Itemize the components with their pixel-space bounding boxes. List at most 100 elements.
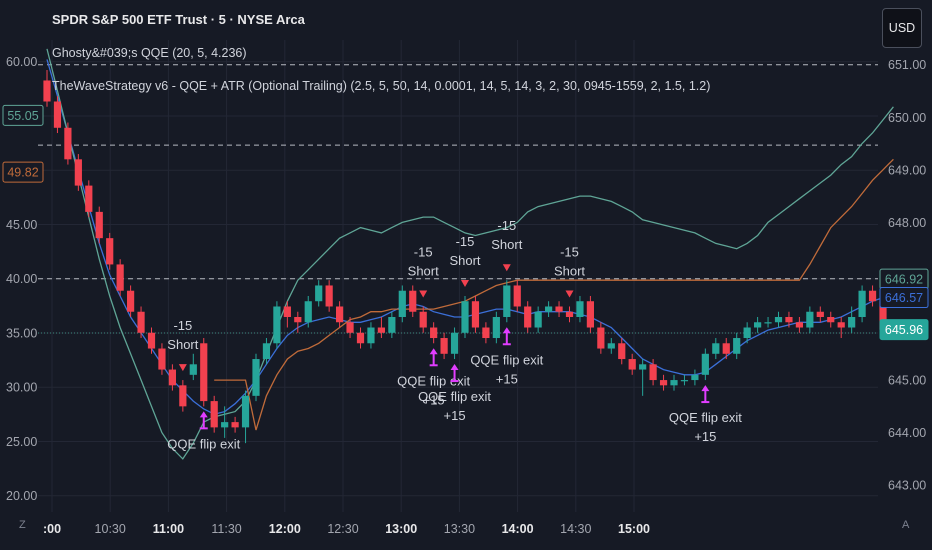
- timezone-icon[interactable]: Z: [19, 519, 26, 531]
- time-tick-label: 14:30: [560, 522, 591, 536]
- candle-down: [659, 380, 668, 386]
- candle-down: [158, 348, 166, 370]
- candle-up: [774, 316, 783, 323]
- candle-down: [586, 301, 594, 328]
- right-price-badge-box: [879, 287, 929, 309]
- indicator-strategy-legend[interactable]: TheWaveStrategy v6 - QQE + ATR (Optional…: [52, 79, 711, 93]
- exit-marker-icon: [502, 327, 511, 334]
- short-label: -15: [456, 234, 475, 249]
- axis-labels: :00 10:30 11:00 11:30 12:00 12:30 13:00 13:30 14…: [6, 55, 926, 536]
- candle-up: [576, 301, 584, 317]
- candle-up: [701, 353, 709, 375]
- short-label: Short: [491, 237, 522, 252]
- left-axis-tick-label: 60.00: [6, 55, 37, 69]
- candle-down: [795, 322, 803, 328]
- candle-up: [241, 395, 250, 428]
- candle-up: [315, 285, 323, 302]
- right-axis-tick-label: 648.00: [888, 216, 926, 230]
- candle-up: [848, 316, 856, 328]
- candle-down: [127, 290, 135, 312]
- candle-down: [565, 311, 574, 317]
- candle-up: [262, 343, 271, 360]
- candle-down: [336, 306, 344, 323]
- time-tick-label: 15:00: [618, 522, 650, 536]
- candle-down: [555, 306, 563, 312]
- currency-button[interactable]: USD: [882, 8, 922, 48]
- candle-up: [858, 290, 866, 317]
- candle-down: [837, 322, 845, 328]
- indicator-qqe-legend[interactable]: Ghosty&#039;s QQE (20, 5, 4.236): [52, 46, 247, 60]
- left-axis-tick-label: 25.00: [6, 435, 37, 449]
- candle-up: [398, 290, 406, 317]
- candle-up: [607, 343, 615, 349]
- candle-down: [95, 211, 103, 239]
- candle-up: [189, 364, 197, 375]
- candle-up: [670, 380, 678, 386]
- left-price-badge-box: [2, 161, 44, 183]
- right-axis-tick-label: 651.00: [888, 58, 926, 72]
- candle-up: [680, 380, 689, 382]
- candle-up: [691, 374, 699, 381]
- candle-down: [179, 385, 187, 407]
- candle-down: [43, 80, 51, 102]
- time-tick-label: 10:30: [95, 522, 126, 536]
- left-axis-tick-label: 40.00: [6, 272, 37, 286]
- exit-label: QQE flip exit: [397, 373, 470, 388]
- candle-down: [524, 306, 532, 328]
- short-label: -15: [414, 244, 433, 259]
- candle-up: [492, 316, 500, 339]
- trailing-stop-line: [214, 158, 894, 431]
- candle-up: [733, 338, 741, 354]
- short-marker-icon: [461, 279, 469, 287]
- exit-label: QQE flip exit: [418, 389, 491, 404]
- candle-down: [325, 285, 333, 307]
- short-marker-icon: [419, 290, 428, 298]
- candle-down: [868, 290, 877, 302]
- auto-scale-icon[interactable]: A: [902, 519, 910, 531]
- candle-down: [377, 327, 385, 333]
- exit-label: QQE flip exit: [470, 352, 543, 367]
- short-label: Short: [554, 263, 585, 278]
- right-axis-tick-label: 645.00: [888, 374, 926, 388]
- candle-down: [827, 316, 835, 323]
- left-axis-tick-label: 20.00: [6, 489, 37, 503]
- candle-up: [545, 306, 553, 312]
- short-marker-icon: [565, 290, 574, 298]
- right-axis-tick-label: 649.00: [888, 163, 926, 177]
- right-axis-tick-label: 644.00: [888, 426, 926, 440]
- candle-down: [513, 285, 521, 307]
- candle-up: [273, 306, 281, 344]
- candle-down: [722, 343, 730, 354]
- candle-down: [419, 311, 427, 328]
- price-badges: 55.05 49.82 646.92 646.57 645.96: [2, 104, 929, 341]
- candle-down: [356, 332, 365, 344]
- candle-down: [618, 343, 626, 360]
- candle-down: [879, 301, 887, 330]
- time-tick-label: 14:00: [502, 522, 534, 536]
- candle-down: [649, 364, 657, 381]
- exit-label: QQE flip exit: [167, 436, 240, 451]
- right-price-badge: 646.92: [885, 273, 923, 287]
- time-tick-label: 11:00: [153, 522, 184, 536]
- upper-band-line: [46, 48, 894, 460]
- short-label: -15: [497, 218, 516, 233]
- candle-down: [210, 401, 218, 428]
- candle-down: [137, 311, 145, 333]
- candle-down: [628, 359, 636, 370]
- time-tick-label: 12:30: [327, 522, 358, 536]
- candle-down: [85, 185, 93, 212]
- exit-marker-icon: [450, 364, 459, 371]
- exit-label: +15: [694, 429, 716, 444]
- short-marker-icon: [178, 364, 187, 372]
- short-label: Short: [449, 253, 480, 268]
- candle-down: [200, 343, 208, 402]
- candle-down: [430, 327, 438, 339]
- candle-up: [754, 322, 762, 328]
- candle-up: [252, 359, 260, 396]
- candle-down: [147, 332, 156, 349]
- left-axis-tick-label: 30.00: [6, 381, 37, 395]
- right-price-badge: 645.96: [885, 323, 923, 337]
- candle-down: [409, 290, 417, 312]
